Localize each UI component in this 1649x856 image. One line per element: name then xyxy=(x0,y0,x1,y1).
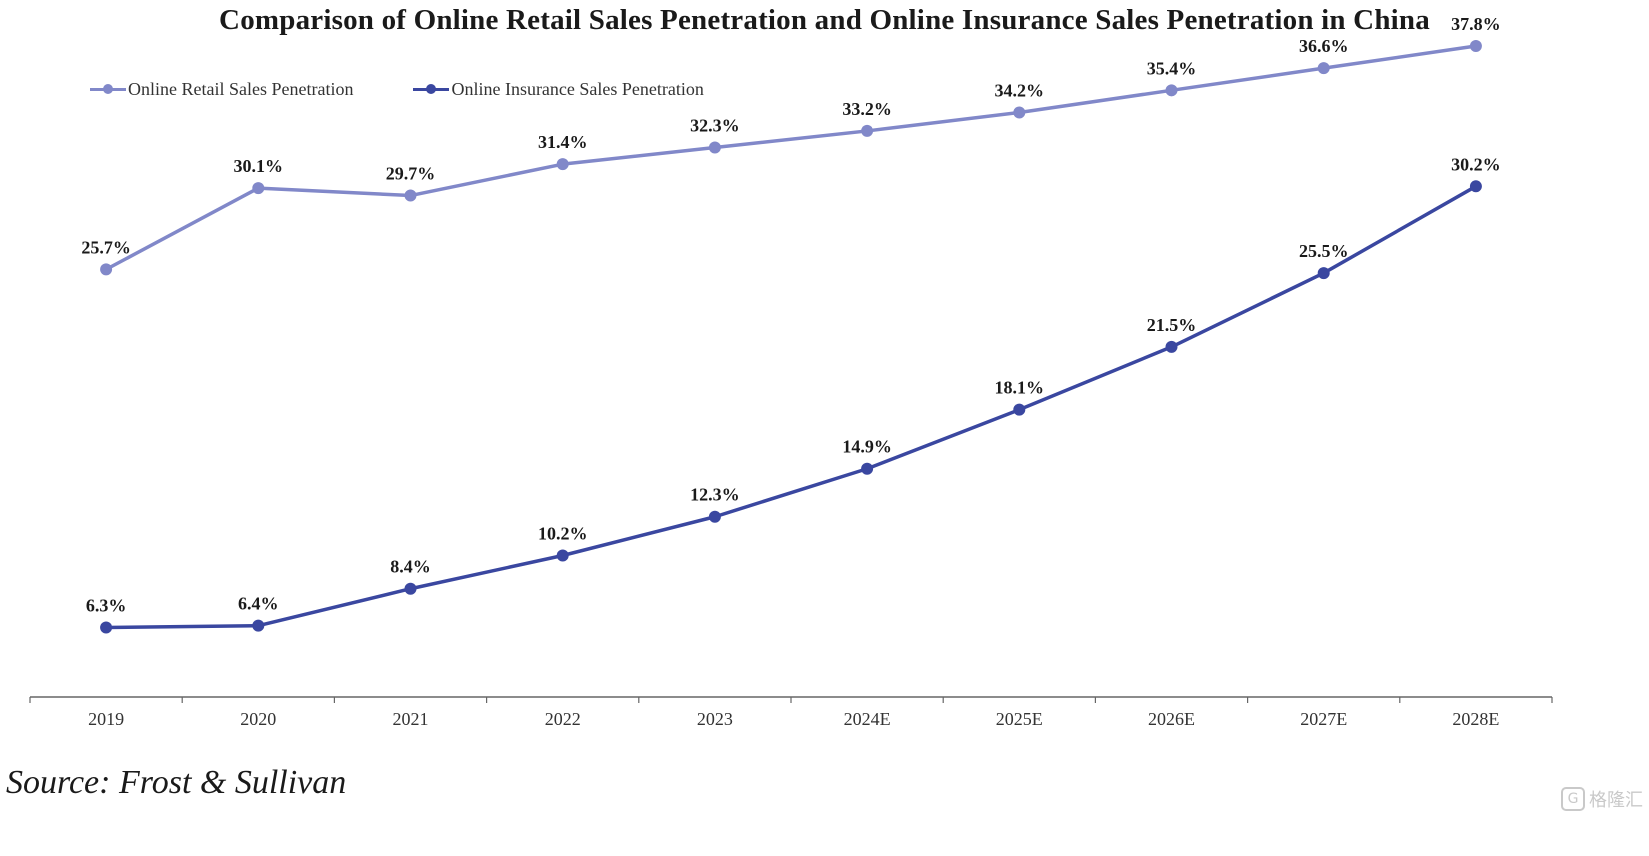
source-note: Source: Frost & Sullivan xyxy=(6,764,347,801)
data-label: 29.7% xyxy=(386,164,436,184)
data-point xyxy=(1165,84,1178,97)
legend-item-insurance: Online Insurance Sales Penetration xyxy=(413,78,704,100)
data-label: 12.3% xyxy=(690,485,740,505)
data-point xyxy=(252,619,265,632)
x-tick-label: 2019 xyxy=(88,709,124,729)
series-line-retail xyxy=(105,44,1477,271)
data-point xyxy=(404,582,417,595)
data-point xyxy=(1013,106,1026,119)
data-label: 21.5% xyxy=(1147,315,1197,335)
data-label: 36.6% xyxy=(1299,36,1349,56)
legend-item-retail: Online Retail Sales Penetration xyxy=(90,79,353,100)
data-label: 30.2% xyxy=(1451,154,1501,174)
data-label: 31.4% xyxy=(538,132,588,152)
data-label: 8.4% xyxy=(390,557,431,577)
data-point xyxy=(708,141,721,154)
x-tick-label: 2027E xyxy=(1300,709,1347,729)
data-point xyxy=(708,510,721,523)
series-line-insurance xyxy=(106,184,1477,630)
x-tick-label: 2021 xyxy=(393,709,429,729)
data-point xyxy=(404,189,417,202)
legend: Online Retail Sales Penetration Online I… xyxy=(90,76,764,102)
data-label: 33.2% xyxy=(842,99,892,119)
data-label: 25.5% xyxy=(1299,241,1349,261)
data-point xyxy=(100,621,113,634)
data-point xyxy=(556,158,569,171)
data-label: 6.3% xyxy=(86,596,127,616)
data-point xyxy=(1165,340,1178,353)
x-tick-label: 2024E xyxy=(844,709,891,729)
watermark-text: 格隆汇 xyxy=(1589,790,1643,811)
data-label: 37.8% xyxy=(1451,14,1501,34)
data-point xyxy=(861,124,874,137)
data-point xyxy=(1469,180,1482,193)
chart-title: Comparison of Online Retail Sales Penetr… xyxy=(219,4,1430,36)
data-point xyxy=(1317,267,1330,280)
data-label: 14.9% xyxy=(842,437,892,457)
watermark: G 格隆汇 xyxy=(1561,786,1643,812)
x-tick-label: 2022 xyxy=(545,709,581,729)
data-label: 10.2% xyxy=(538,524,588,544)
data-label: 18.1% xyxy=(995,378,1045,398)
data-point xyxy=(1469,40,1482,53)
data-label: 6.4% xyxy=(238,594,279,614)
data-point xyxy=(861,462,874,475)
x-tick-label: 2025E xyxy=(996,709,1043,729)
legend-label-retail: Online Retail Sales Penetration xyxy=(128,78,354,99)
data-point xyxy=(252,182,265,195)
legend-swatch-retail xyxy=(90,82,126,96)
x-tick-label: 2028E xyxy=(1452,709,1499,729)
data-label: 25.7% xyxy=(81,237,131,257)
data-label: 34.2% xyxy=(995,80,1045,100)
data-label: 30.1% xyxy=(234,156,284,176)
x-tick-label: 2020 xyxy=(240,709,276,729)
data-label: 32.3% xyxy=(690,116,740,136)
legend-swatch-insurance xyxy=(413,82,450,96)
data-point xyxy=(1013,403,1026,416)
data-point xyxy=(1317,62,1330,75)
data-point xyxy=(556,549,569,562)
data-label: 35.4% xyxy=(1147,58,1197,78)
x-tick-label: 2023 xyxy=(697,709,733,729)
data-point xyxy=(100,263,113,276)
legend-label-insurance: Online Insurance Sales Penetration xyxy=(451,78,704,99)
x-tick-label: 2026E xyxy=(1148,709,1195,729)
watermark-logo-icon: G xyxy=(1561,787,1585,811)
